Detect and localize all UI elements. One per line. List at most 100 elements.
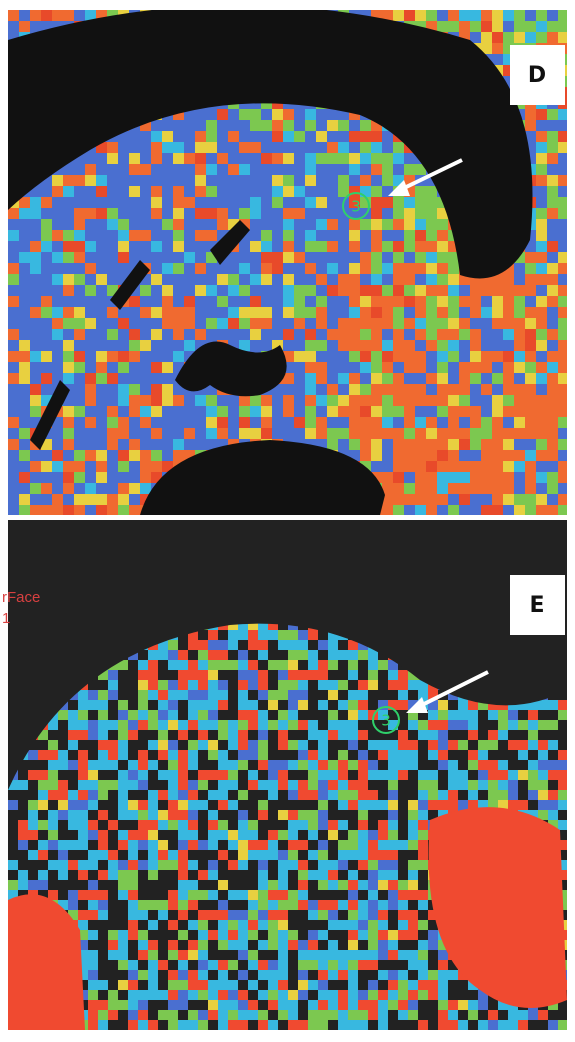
tile xyxy=(188,670,198,680)
tile xyxy=(19,241,30,252)
tile xyxy=(316,395,327,406)
tile xyxy=(68,740,78,750)
tile xyxy=(371,219,382,230)
tile xyxy=(327,164,338,175)
tile xyxy=(228,890,238,900)
tile xyxy=(558,472,569,483)
tile xyxy=(96,274,107,285)
tile xyxy=(118,219,129,230)
tile xyxy=(8,790,18,800)
tile xyxy=(393,230,404,241)
tile xyxy=(558,1020,568,1030)
tile xyxy=(415,362,426,373)
tile xyxy=(318,870,328,880)
tile xyxy=(360,450,371,461)
tile xyxy=(288,660,298,670)
tile xyxy=(184,428,195,439)
tile xyxy=(85,351,96,362)
tile xyxy=(525,417,536,428)
tile xyxy=(8,505,19,516)
tile xyxy=(328,710,338,720)
tile xyxy=(503,384,514,395)
tile xyxy=(283,109,294,120)
tile xyxy=(428,1010,438,1020)
tile xyxy=(258,630,268,640)
tile xyxy=(408,810,418,820)
tile xyxy=(316,406,327,417)
tile xyxy=(316,351,327,362)
tile xyxy=(258,660,268,670)
tile xyxy=(248,790,258,800)
tile xyxy=(360,164,371,175)
tile xyxy=(536,340,547,351)
tile xyxy=(258,980,268,990)
tile xyxy=(518,760,528,770)
tile xyxy=(198,840,208,850)
tile xyxy=(98,690,108,700)
tile xyxy=(398,880,408,890)
tile xyxy=(548,740,558,750)
tile xyxy=(198,990,208,1000)
tile xyxy=(404,307,415,318)
tile xyxy=(388,930,398,940)
tile xyxy=(228,318,239,329)
tile xyxy=(393,439,404,450)
tile xyxy=(308,970,318,980)
tile xyxy=(558,780,568,790)
tile xyxy=(459,428,470,439)
tile xyxy=(459,21,470,32)
tile xyxy=(178,690,188,700)
tile xyxy=(198,950,208,960)
tile xyxy=(536,362,547,373)
tile xyxy=(305,197,316,208)
tile xyxy=(128,880,138,890)
tile xyxy=(378,950,388,960)
tile xyxy=(88,770,98,780)
tile xyxy=(108,950,118,960)
tile xyxy=(338,950,348,960)
tile xyxy=(437,417,448,428)
tile xyxy=(437,450,448,461)
tile xyxy=(19,472,30,483)
tile xyxy=(195,120,206,131)
tile xyxy=(415,373,426,384)
tile xyxy=(418,940,428,950)
tile xyxy=(338,710,348,720)
tile xyxy=(328,840,338,850)
tile xyxy=(278,690,288,700)
tile xyxy=(428,930,438,940)
tile xyxy=(238,750,248,760)
tile xyxy=(548,750,558,760)
tile xyxy=(318,970,328,980)
tile xyxy=(308,860,318,870)
tile xyxy=(178,870,188,880)
tile xyxy=(248,730,258,740)
tile xyxy=(492,494,503,505)
tile xyxy=(140,208,151,219)
tile xyxy=(162,307,173,318)
tile xyxy=(338,880,348,890)
tile xyxy=(118,960,128,970)
tile xyxy=(48,860,58,870)
tile xyxy=(298,990,308,1000)
tile xyxy=(288,670,298,680)
tile xyxy=(393,153,404,164)
tile xyxy=(368,990,378,1000)
tile xyxy=(195,219,206,230)
tile xyxy=(41,373,52,384)
tile xyxy=(278,990,288,1000)
tile xyxy=(371,296,382,307)
tile xyxy=(437,296,448,307)
tile xyxy=(415,230,426,241)
tile xyxy=(129,296,140,307)
tile xyxy=(426,252,437,263)
tile xyxy=(217,406,228,417)
tile xyxy=(459,285,470,296)
tile xyxy=(250,285,261,296)
tile xyxy=(358,980,368,990)
tile xyxy=(107,318,118,329)
tile xyxy=(393,10,404,21)
tile xyxy=(558,340,569,351)
tile xyxy=(238,810,248,820)
tile xyxy=(503,472,514,483)
